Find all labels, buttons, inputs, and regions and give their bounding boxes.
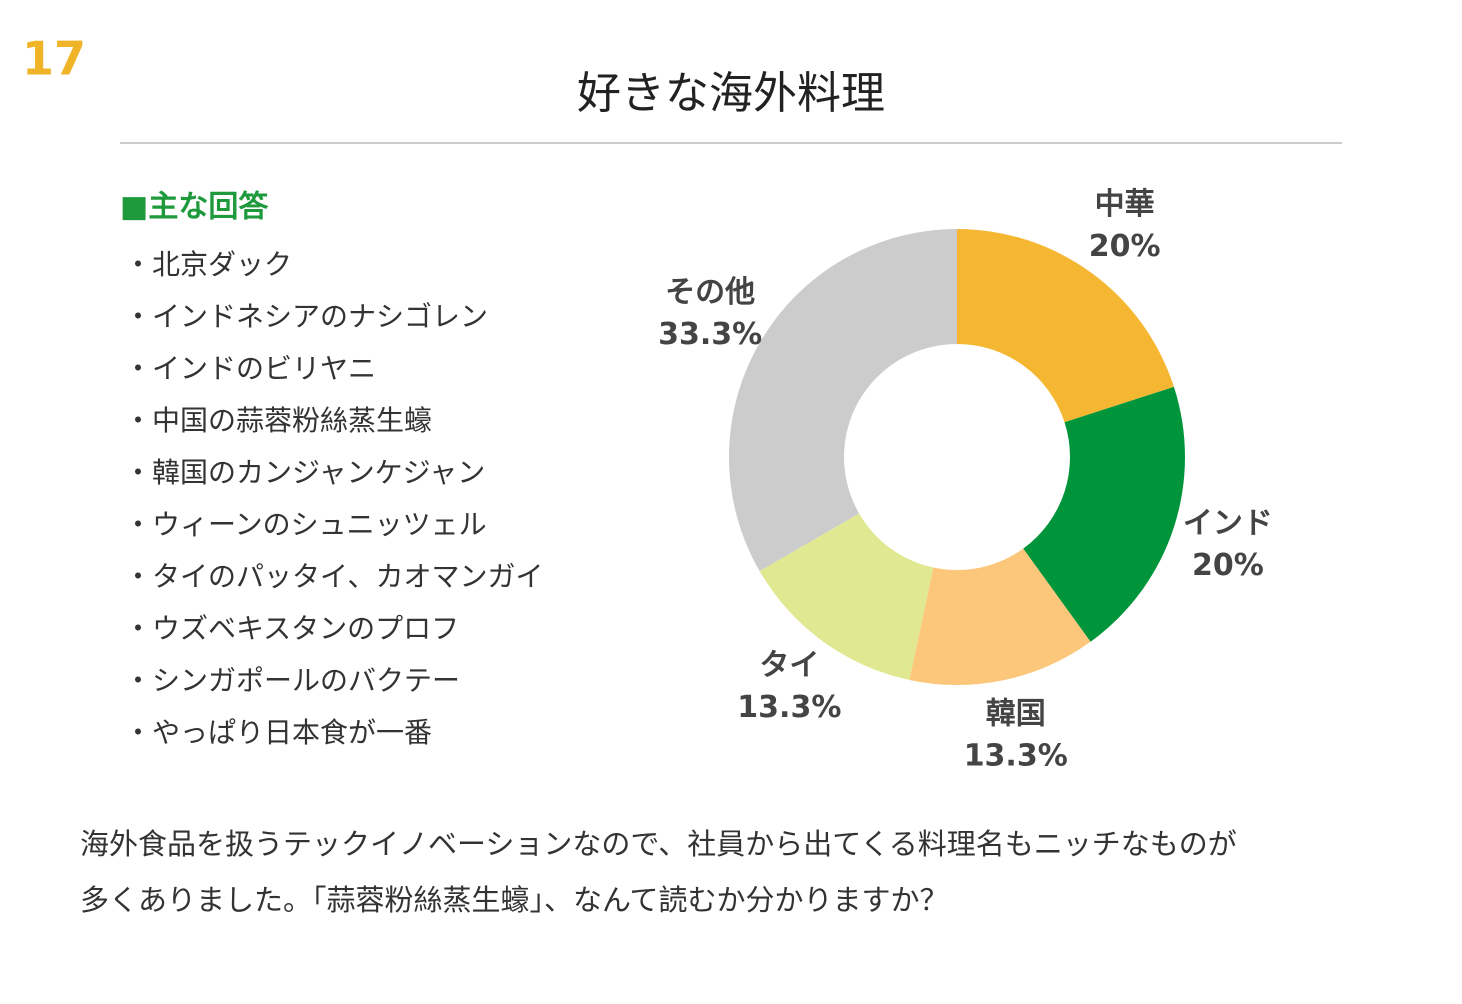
slice-label: 中華 xyxy=(1095,187,1155,222)
answer-item: ・中国の蒜蓉粉絲蒸生蠔 xyxy=(124,404,432,437)
answer-item: ・インドネシアのナシゴレン xyxy=(124,300,488,333)
title: 好きな海外料理 xyxy=(577,68,885,119)
slice-label: タイ xyxy=(759,648,819,683)
answers-heading: ■主な回答 xyxy=(120,190,269,225)
answer-item: ・インドのビリヤニ xyxy=(124,352,376,385)
donut-slice xyxy=(759,513,934,680)
answer-item: ・シンガポールのバクテー xyxy=(124,664,460,697)
slice-value: 20% xyxy=(1089,229,1161,264)
donut-slice xyxy=(1023,386,1185,642)
answer-item: ・やっぱり日本食が一番 xyxy=(124,716,432,749)
slice-label: その他 xyxy=(665,275,755,310)
donut-slice xyxy=(728,229,957,571)
page-number: 17 xyxy=(22,32,86,86)
slice-value: 33.3% xyxy=(658,317,762,352)
slice-value: 13.3% xyxy=(737,690,841,725)
answer-item: ・北京ダック xyxy=(124,248,292,281)
donut-slice xyxy=(909,548,1091,685)
slice-value: 13.3% xyxy=(964,738,1068,773)
donut-slice xyxy=(957,229,1174,423)
answer-item: ・ウズベキスタンのプロフ xyxy=(124,612,459,645)
comment-line: 海外食品を扱うテックイノベーションなので、社員から出てくる料理名もニッチなものが xyxy=(80,827,1237,861)
answer-item: ・韓国のカンジャンケジャン xyxy=(124,456,485,489)
answer-list: ・北京ダック・インドネシアのナシゴレン・インドのビリヤニ・中国の蒜蓉粉絲蒸生蠔・… xyxy=(124,248,543,749)
answer-item: ・ウィーンのシュニッツェル xyxy=(124,508,487,541)
comment: 海外食品を扱うテックイノベーションなので、社員から出てくる料理名もニッチなものが… xyxy=(80,827,1237,917)
slice-label: 韓国 xyxy=(986,696,1046,731)
slice-label: インド xyxy=(1183,506,1273,541)
donut-chart: 中華 20% インド 20% 韓国 13.3% タイ 13.3% その他 33.3% xyxy=(658,187,1273,773)
comment-line: 多くありました。「蒜蓉粉絲蒸生蠔」、なんて読むか分かりますか？ xyxy=(80,883,949,917)
answer-item: ・タイのパッタイ、カオマンガイ xyxy=(124,560,543,593)
slice-value: 20% xyxy=(1192,548,1264,583)
